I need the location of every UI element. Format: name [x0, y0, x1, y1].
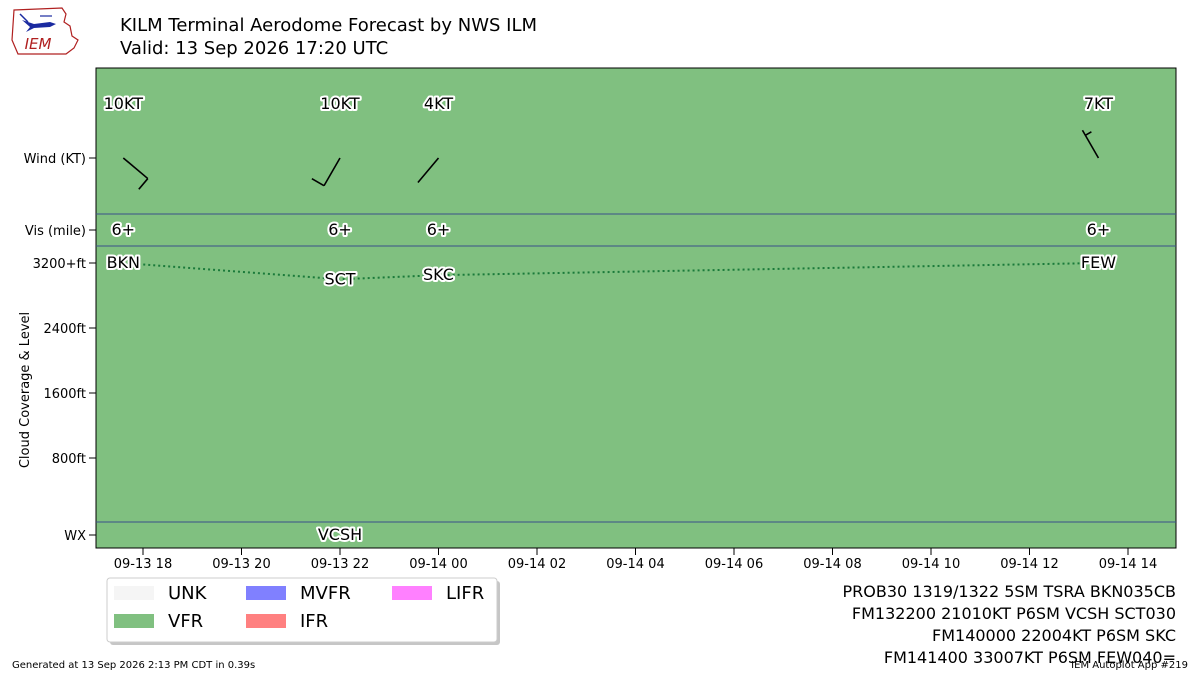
legend-entry: VFR [114, 611, 203, 632]
cloud-tick-label: 2400ft [43, 322, 86, 337]
x-axis-ticks: 09-13 18 09-13 20 09-13 22 09-14 00 09-14 02… [114, 548, 1157, 572]
forecast-marks: 10KT 6+ BKN 10KT 6+ SCT 4KT 6+ SKC 7KT 6+ FEW VCSH [102, 92, 1119, 546]
cloud-axis-ticks: 3200+ft 2400ft 1600ft 800ft [33, 257, 96, 467]
cloud-coverage-label: FEW [1081, 253, 1116, 272]
taf-line: FM140000 22004KT P6SM SKC [932, 626, 1176, 645]
visibility-label: 6+ [427, 220, 451, 239]
wind-barb [417, 157, 440, 184]
x-tick-label: 09-14 02 [508, 557, 566, 572]
cloud-coverage-label: SKC [423, 265, 454, 284]
chart-valid-time: Valid: 13 Sep 2026 17:20 UTC [120, 38, 388, 59]
plot-background [95, 67, 1177, 549]
legend-entry: LIFR [392, 583, 484, 604]
wind-speed-label: 10KT [320, 94, 360, 113]
cloud-tick-label: 1600ft [43, 387, 86, 402]
row-label-wx: WX [64, 529, 86, 544]
iem-logo: IEM [11, 7, 79, 55]
x-tick-label: 09-13 22 [311, 557, 369, 572]
legend-label: VFR [168, 611, 203, 632]
visibility-label: 6+ [328, 220, 352, 239]
taf-line: PROB30 1319/1322 5SM TSRA BKN035CB [843, 582, 1176, 601]
row-label-vis-group: Vis (mile) [25, 224, 96, 239]
row-label-wind-group: Wind (KT) [24, 152, 96, 167]
wind-speed-label: 7KT [1084, 94, 1113, 113]
row-label-wx-group: WX [64, 529, 96, 544]
row-label-wind: Wind (KT) [24, 152, 86, 167]
x-tick-label: 09-13 18 [114, 557, 172, 572]
legend-label: IFR [300, 611, 328, 632]
footer-app: IEM Autoplot App #219 [1071, 660, 1188, 671]
x-tick-label: 09-13 20 [212, 557, 270, 572]
x-tick-label: 09-14 06 [705, 557, 763, 572]
legend-swatch [114, 614, 154, 628]
y-axis-title: Cloud Coverage & Level [18, 312, 33, 468]
plane-icon [22, 20, 56, 32]
x-tick-label: 09-14 04 [606, 557, 664, 572]
x-tick-label: 09-14 12 [1000, 557, 1058, 572]
legend-swatch [246, 614, 286, 628]
wind-barb [311, 157, 341, 187]
weather-label: VCSH [318, 525, 362, 544]
legend-label: MVFR [300, 583, 351, 604]
logo-text: IEM [25, 35, 52, 53]
row-label-vis: Vis (mile) [25, 224, 86, 239]
x-tick-label: 09-14 08 [803, 557, 861, 572]
footer-generated: Generated at 13 Sep 2026 2:13 PM CDT in … [12, 660, 255, 671]
wind-barb [122, 157, 149, 190]
legend-entry: UNK [114, 583, 208, 604]
cloud-coverage-label: SCT [324, 269, 355, 288]
legend: UNK VFR MVFR IFR LIFR [106, 577, 500, 645]
chart-title: KILM Terminal Aerodome Forecast by NWS I… [120, 15, 537, 36]
legend-swatch [246, 586, 286, 600]
legend-entry: MVFR [246, 583, 351, 604]
cloud-coverage-label: BKN [107, 253, 140, 272]
taf-text-block: PROB30 1319/1322 5SM TSRA BKN035CB FM1322… [843, 582, 1176, 667]
visibility-label: 6+ [1087, 220, 1111, 239]
cloud-level-line [123, 262, 1099, 281]
wind-speed-label: 4KT [424, 94, 453, 113]
legend-entry: IFR [246, 611, 328, 632]
legend-label: UNK [168, 583, 208, 604]
wind-speed-label: 10KT [104, 94, 144, 113]
visibility-label: 6+ [112, 220, 136, 239]
legend-swatch [392, 586, 432, 600]
cloud-tick-label: 3200+ft [33, 257, 86, 272]
legend-label: LIFR [446, 583, 484, 604]
cloud-tick-label: 800ft [52, 452, 86, 467]
taf-line: FM132200 21010KT P6SM VCSH SCT030 [852, 604, 1176, 623]
x-tick-label: 09-14 14 [1099, 557, 1157, 572]
x-tick-label: 09-14 10 [902, 557, 960, 572]
x-tick-label: 09-14 00 [409, 557, 467, 572]
taf-line: FM141400 33007KT P6SM FEW040= [884, 648, 1176, 667]
legend-swatch [114, 586, 154, 600]
wind-barb [1081, 129, 1100, 159]
